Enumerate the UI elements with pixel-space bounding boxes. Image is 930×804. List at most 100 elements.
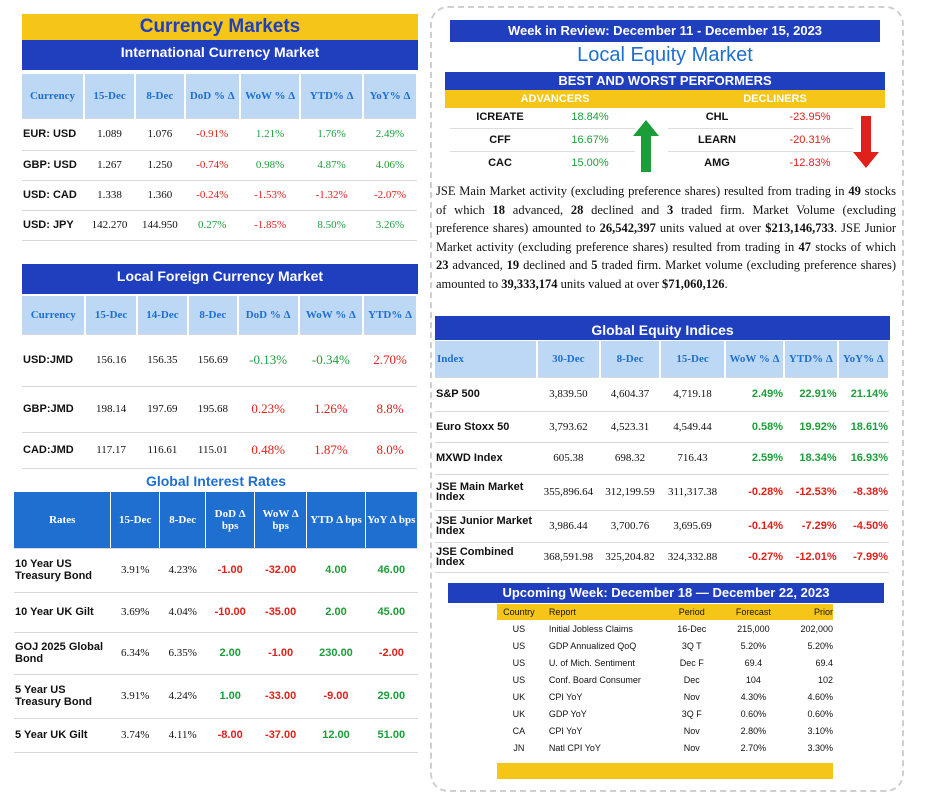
summary-number: 47 — [798, 239, 812, 254]
col-header: YTD% Δ — [363, 296, 418, 335]
cell: 1.076 — [135, 118, 185, 151]
cell: US — [512, 623, 526, 634]
cell: 117.17 — [85, 432, 137, 469]
summary-text: . JSE Junior Market activity (excluding … — [436, 221, 896, 254]
col-header: DoD % Δ — [237, 296, 300, 335]
divider — [450, 128, 635, 129]
table-row: 10 Year US Treasury Bond 3.91% 4.23% -1.… — [14, 548, 418, 593]
col-header: 15-Dec — [85, 296, 138, 335]
down-arrow-icon — [853, 116, 879, 168]
cell: 156.16 — [85, 334, 137, 387]
cell: 4.24% — [159, 674, 206, 719]
col-header: WoW % Δ — [725, 341, 786, 378]
decliner-pct: -23.95% — [789, 111, 831, 123]
cell: -0.28% — [725, 474, 785, 511]
table-row: UK GDP YoY 3Q F 0.60% 0.60% — [497, 705, 833, 722]
table-row: 5 Year US Treasury Bond 3.91% 4.24% 1.00… — [14, 674, 418, 719]
interest-rates-title: Global Interest Rates — [145, 473, 287, 489]
cell: 3,839.50 — [536, 377, 600, 412]
row-label: MXWD Index — [435, 442, 537, 475]
cell: 3,700.76 — [600, 510, 661, 543]
cell: 6.34% — [110, 632, 160, 675]
summary-number: 23 — [436, 258, 449, 273]
table-row: US Initial Jobless Claims 16-Dec 215,000… — [497, 620, 833, 637]
week-review-title: Week in Review: December 11 - December 1… — [450, 20, 880, 42]
col-header: DoD % Δ — [184, 74, 241, 119]
cell: -0.27% — [725, 542, 785, 573]
cell: -12.01% — [784, 542, 838, 573]
summary-number: 5 — [591, 258, 598, 273]
cell: 324,332.88 — [660, 542, 726, 573]
advancer-pct: 18.84% — [571, 111, 609, 123]
advancer-name: CFF — [489, 134, 511, 146]
local-equity-title: Local Equity Market — [577, 44, 753, 66]
decliner-name: AMG — [704, 157, 730, 169]
row-label: EUR: USD — [22, 118, 84, 151]
col-header: YTD% Δ — [300, 74, 364, 119]
cell: GDP Annualized QoQ — [548, 640, 637, 651]
col-header: 30-Dec — [536, 341, 602, 378]
cell: Nov — [683, 725, 700, 736]
cell: 215,000 — [737, 623, 770, 634]
cell: 0.60% — [740, 708, 767, 719]
table-row: 10 Year UK Gilt 3.69% 4.04% -10.00 -35.0… — [14, 592, 418, 633]
col-header: Report — [548, 607, 576, 617]
table-row: EUR: USD 1.089 1.076 -0.91% 1.21% 1.76% … — [22, 118, 417, 151]
cell: US — [512, 674, 526, 685]
cell: -2.00 — [365, 632, 418, 675]
advancer-name: CAC — [488, 157, 512, 169]
table-row: GBP: USD 1.267 1.250 -0.74% 0.98% 4.87% … — [22, 150, 417, 181]
cell: 144.950 — [135, 210, 185, 241]
summary-text: traded firm. Market volume (excluding pr… — [436, 258, 896, 291]
summary-text: declined and — [583, 202, 668, 217]
col-header: Country — [503, 607, 535, 617]
cell: 16-Dec — [677, 623, 707, 634]
col-header: WoW Δ bps — [254, 492, 308, 549]
cell: -0.34% — [298, 334, 364, 387]
cell: 4.60% — [807, 691, 833, 702]
col-header: 8-Dec — [600, 341, 662, 378]
cell: US — [512, 640, 526, 651]
cell: 5.20% — [807, 640, 833, 651]
summary-text: JSE Main Market activity (excluding pref… — [436, 184, 849, 198]
cell: 4.87% — [300, 150, 363, 181]
cell: 0.27% — [184, 210, 240, 241]
col-header: Index — [435, 341, 538, 378]
row-label: USD:JMD — [22, 334, 86, 387]
row-label: JSE Combined Index — [435, 542, 537, 573]
row-label: S&P 500 — [435, 377, 537, 412]
cell: -7.99% — [837, 542, 889, 573]
col-header: 8-Dec — [188, 296, 239, 335]
col-header: 15-Dec — [660, 341, 727, 378]
cell: Natl CPI YoY — [548, 742, 601, 753]
advancer-pct: 15.00% — [571, 157, 609, 169]
upcoming-header-bar — [497, 604, 833, 620]
cell: 5.20% — [740, 640, 767, 651]
cell: 0.23% — [237, 386, 299, 433]
col-header: Rates — [14, 492, 112, 549]
cell: -8.00 — [205, 718, 255, 753]
cell: 2.49% — [363, 118, 417, 151]
summary-text: stocks of which — [811, 239, 896, 254]
decliner-name: CHL — [705, 111, 729, 123]
cell: 19.92% — [784, 411, 838, 443]
divider — [668, 128, 853, 129]
cell: 230.00 — [306, 632, 366, 675]
cell: 2.59% — [725, 442, 785, 475]
table-row: UK CPI YoY Nov 4.30% 4.60% — [497, 688, 833, 705]
cell: 311,317.38 — [660, 474, 726, 511]
summary-number: 26,542,397 — [599, 221, 656, 236]
col-header: WoW % Δ — [298, 296, 365, 335]
summary-text: traded firm. Market Volume (excluding pr… — [436, 202, 896, 236]
summary-text: . — [724, 276, 728, 291]
table-row: USD: CAD 1.338 1.360 -0.24% -1.53% -1.32… — [22, 180, 417, 211]
cell: 325,204.82 — [600, 542, 661, 573]
table-row: GBP:JMD 198.14 197.69 195.68 0.23% 1.26%… — [22, 386, 417, 433]
cell: 1.76% — [300, 118, 363, 151]
cell: 3.30% — [807, 742, 833, 753]
summary-text: advanced, — [448, 258, 507, 273]
cell: 3.91% — [110, 674, 160, 719]
cell: 3.74% — [110, 718, 160, 753]
cell: 3,793.62 — [536, 411, 600, 443]
advancer-name: ICREATE — [476, 111, 524, 123]
